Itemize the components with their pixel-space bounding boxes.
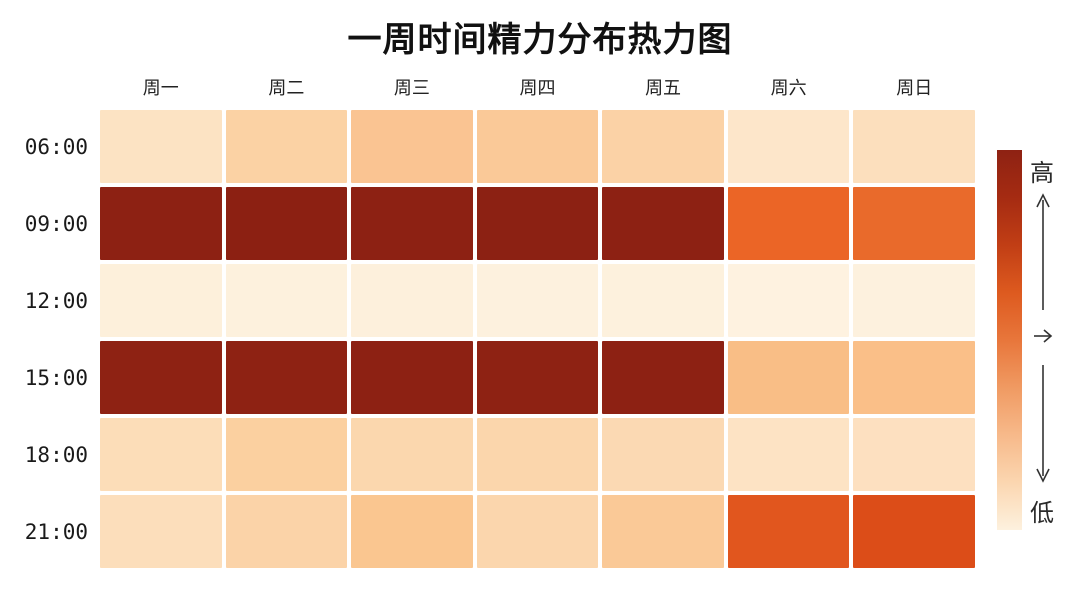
heatmap-cell: [853, 264, 975, 337]
heatmap-cell: [602, 187, 724, 260]
x-axis-tick-label: 周二: [268, 78, 305, 99]
heatmap-cell: [727, 264, 850, 337]
heatmap-cell: [351, 264, 473, 337]
heatmap-cell: [476, 495, 599, 568]
heatmap-cell: [225, 110, 348, 183]
heatmap-cell: [476, 110, 599, 183]
y-axis-tick-label: 09:00: [24, 211, 88, 236]
colorbar: [997, 150, 1022, 530]
heatmap-cell: [351, 418, 473, 491]
heatmap-cell: [853, 187, 975, 260]
x-axis-tick-label: 周五: [645, 78, 682, 99]
heatmap-cell: [727, 110, 850, 183]
heatmap-cell: [100, 341, 222, 414]
heatmap-cell: [727, 187, 850, 260]
heatmap-cell: [100, 110, 222, 183]
y-axis-tick-label: 12:00: [24, 288, 88, 313]
x-axis-tick-label: 周日: [896, 78, 933, 99]
heatmap-cell: [476, 187, 599, 260]
heatmap-cell: [476, 418, 599, 491]
x-axis-tick-label: 周一: [142, 78, 179, 99]
heatmap-cell: [100, 418, 222, 491]
heatmap-cell: [225, 495, 348, 568]
y-axis-tick-label: 18:00: [24, 442, 88, 467]
heatmap-cell: [602, 418, 724, 491]
y-axis-tick-label: 21:00: [24, 519, 88, 544]
heatmap-cell: [100, 264, 222, 337]
heatmap-cell: [351, 187, 473, 260]
y-axis-tick-label: 15:00: [24, 365, 88, 390]
heatmap-cell: [225, 187, 348, 260]
heatmap-cell: [100, 495, 222, 568]
x-axis-tick-label: 周四: [519, 78, 556, 99]
heatmap-cell: [351, 341, 473, 414]
heatmap-cell: [727, 495, 850, 568]
heatmap-cell: [602, 264, 724, 337]
heatmap-cell: [351, 495, 473, 568]
x-axis-tick-label: 周六: [770, 78, 807, 99]
vertical-range-arrows-icon: [1034, 193, 1053, 483]
colorbar-low-label: 低: [1030, 499, 1054, 527]
heatmap-cell: [602, 495, 724, 568]
heatmap-cell: [727, 418, 850, 491]
heatmap-cell: [853, 341, 975, 414]
heatmap-cell: [476, 264, 599, 337]
y-axis-labels: 06:00 09:00 12:00 15:00 18:00 21:00: [0, 110, 88, 568]
chart-title: 一周时间精力分布热力图: [347, 20, 733, 60]
heatmap-cell: [100, 187, 222, 260]
heatmap-cell: [727, 341, 850, 414]
heatmap-cell: [225, 341, 348, 414]
x-axis-labels: 周一 周二 周三 周四 周五 周六 周日: [100, 76, 975, 102]
heatmap-cell: [853, 110, 975, 183]
heatmap-cell: [602, 341, 724, 414]
y-axis-tick-label: 06:00: [24, 134, 88, 159]
colorbar-high-label: 高: [1030, 159, 1054, 187]
heatmap-grid: [100, 110, 975, 568]
heatmap-cell: [853, 495, 975, 568]
heatmap-cell: [853, 418, 975, 491]
heatmap-cell: [351, 110, 473, 183]
heatmap-cell: [225, 418, 348, 491]
heatmap-cell: [225, 264, 348, 337]
x-axis-tick-label: 周三: [393, 78, 430, 99]
heatmap-cell: [476, 341, 599, 414]
heatmap-cell: [602, 110, 724, 183]
